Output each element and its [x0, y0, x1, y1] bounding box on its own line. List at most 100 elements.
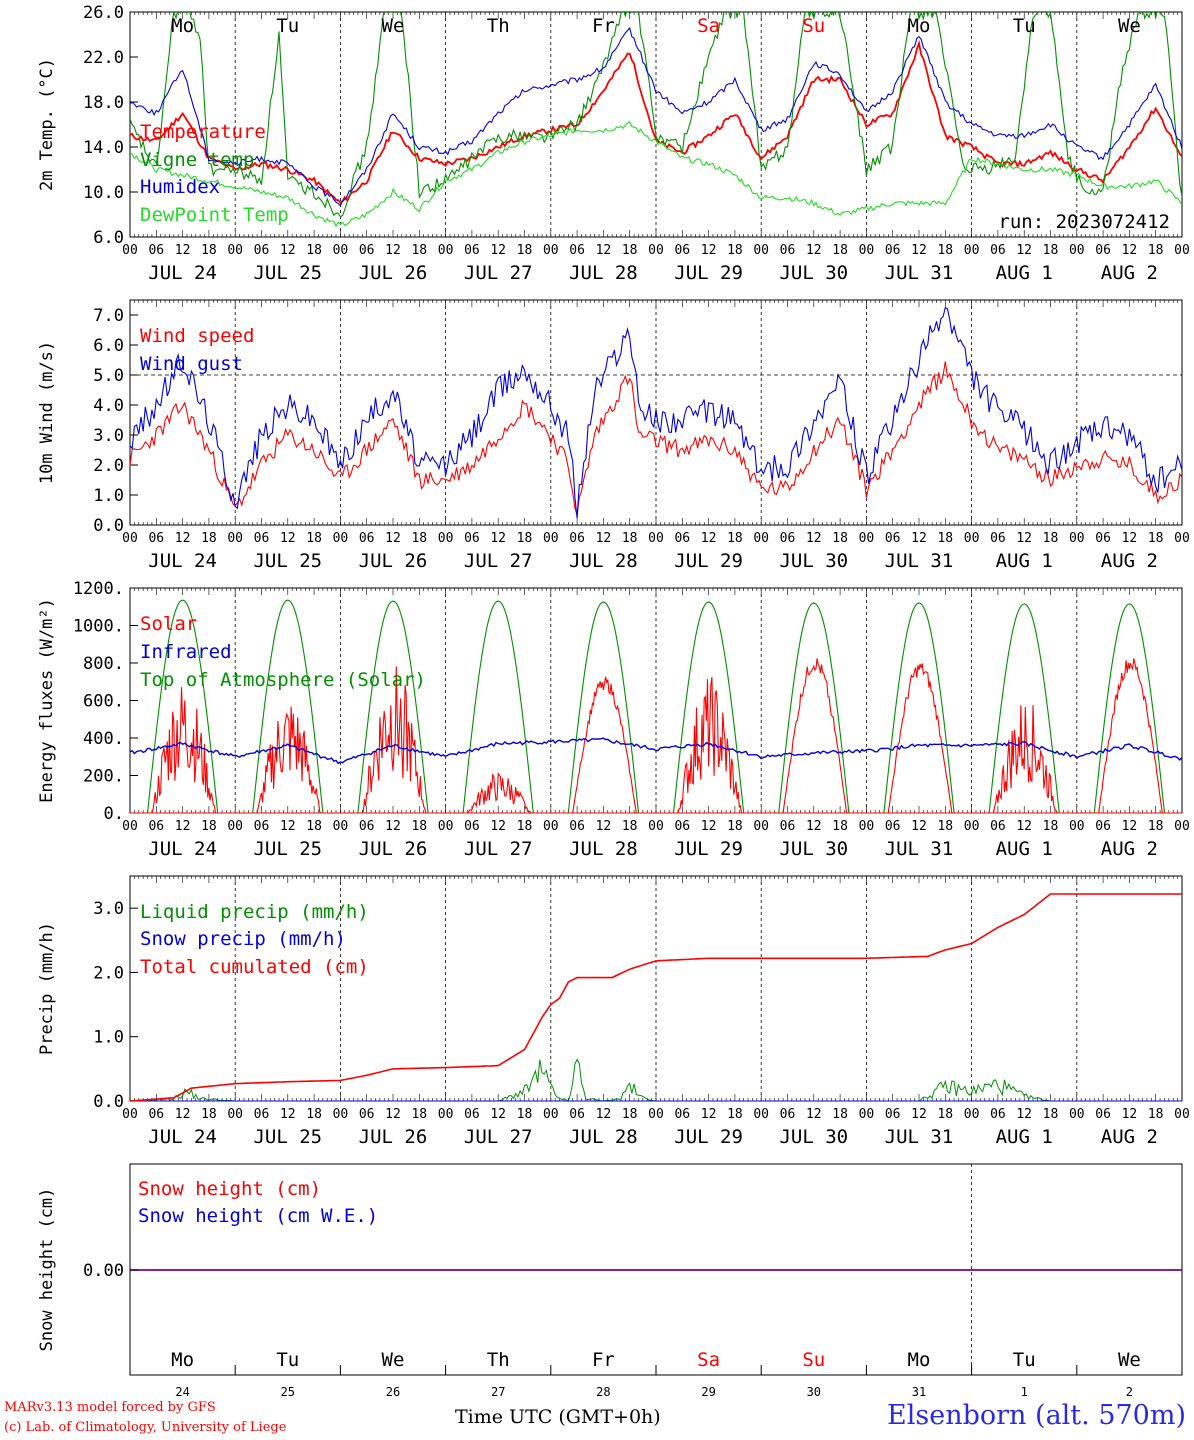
toa-solar-day	[252, 599, 324, 814]
hour-label: 12	[806, 819, 822, 834]
hour-label: 06	[780, 819, 796, 834]
y-axis-label: Energy fluxes (W/m²)	[37, 598, 57, 803]
legend-infrared: Infrared	[140, 641, 232, 663]
hour-label: 12	[1122, 1107, 1138, 1122]
y-tick-label: 18.0	[83, 93, 124, 113]
hour-label: 12	[701, 1107, 717, 1122]
hour-label: 18	[517, 243, 533, 258]
hour-label: 00	[122, 819, 138, 834]
hour-label: 06	[1095, 1107, 1111, 1122]
weekday-label: Mo	[908, 1349, 931, 1371]
hour-label: 12	[911, 1107, 927, 1122]
date-label: JUL 30	[779, 262, 848, 284]
date-label: AUG 1	[996, 262, 1053, 284]
hour-label: 00	[122, 1107, 138, 1122]
hour-label: 00	[648, 819, 664, 834]
solar-day	[778, 658, 849, 814]
hour-label: 06	[359, 531, 375, 546]
toa-solar-day	[778, 602, 850, 814]
hour-label: 12	[490, 243, 506, 258]
hour-label: 12	[596, 243, 612, 258]
hour-label: 06	[569, 819, 585, 834]
hour-label: 18	[201, 243, 217, 258]
y-axis-label: Snow height (cm)	[37, 1188, 57, 1352]
hour-label: 12	[911, 531, 927, 546]
hour-label: 18	[411, 819, 427, 834]
weekday-label: We	[382, 15, 405, 37]
hour-label: 00	[859, 819, 875, 834]
hour-label: 06	[569, 1107, 585, 1122]
solar-day	[568, 676, 639, 814]
day-number-label: 28	[596, 1385, 610, 1399]
hour-label: 06	[569, 243, 585, 258]
y-tick-label: 1200.	[73, 579, 124, 599]
day-number-label: 30	[807, 1385, 821, 1399]
y-tick-label: 400.	[83, 729, 124, 749]
hour-label: 12	[911, 243, 927, 258]
hour-label: 00	[438, 243, 454, 258]
hour-label: 18	[832, 531, 848, 546]
time-axis-label: Time UTC (GMT+0h)	[455, 1406, 661, 1428]
hour-label: 00	[648, 1107, 664, 1122]
y-tick-label: 1000.	[73, 617, 124, 637]
weekday-label: Sa	[697, 1349, 720, 1371]
hour-label: 12	[701, 243, 717, 258]
date-label: AUG 2	[1101, 262, 1158, 284]
hour-label: 12	[280, 819, 296, 834]
hour-label: 00	[333, 1107, 349, 1122]
day-number-label: 1	[1021, 1385, 1028, 1399]
hour-label: 18	[937, 819, 953, 834]
series-infrared	[129, 737, 1183, 765]
hour-label: 06	[359, 819, 375, 834]
hour-label: 18	[411, 531, 427, 546]
legend-snow-height-cm-w-e-: Snow height (cm W.E.)	[138, 1205, 378, 1227]
weekday-label: Th	[487, 1349, 510, 1371]
date-label: JUL 24	[148, 838, 217, 860]
hour-label: 18	[306, 531, 322, 546]
date-label: JUL 30	[779, 838, 848, 860]
hour-label: 12	[701, 531, 717, 546]
hour-label: 18	[1043, 819, 1059, 834]
solar-day	[883, 663, 955, 814]
hour-label: 00	[227, 819, 243, 834]
y-tick-label: 10.0	[83, 183, 124, 203]
date-label: JUL 28	[569, 262, 638, 284]
hour-label: 18	[937, 1107, 953, 1122]
y-tick-label: 0.00	[83, 1261, 124, 1281]
hour-label: 12	[806, 243, 822, 258]
legend-humidex: Humidex	[140, 176, 220, 198]
legend-dewpoint-temp: DewPoint Temp	[140, 204, 289, 226]
hour-label: 12	[1016, 243, 1032, 258]
weekday-label: Su	[802, 15, 825, 37]
hour-label: 12	[1016, 819, 1032, 834]
weekday-label: We	[382, 1349, 405, 1371]
hour-label: 06	[254, 1107, 270, 1122]
hour-label: 12	[806, 531, 822, 546]
y-tick-label: 1.0	[93, 486, 124, 506]
hour-label: 00	[859, 1107, 875, 1122]
hour-label: 06	[780, 531, 796, 546]
series-vigne-temp	[130, 12, 1182, 218]
day-number-label: 29	[701, 1385, 715, 1399]
hour-label: 12	[806, 1107, 822, 1122]
hour-label: 06	[780, 243, 796, 258]
hour-label: 00	[753, 531, 769, 546]
hour-label: 00	[964, 243, 980, 258]
hour-label: 18	[517, 1107, 533, 1122]
hour-label: 18	[201, 1107, 217, 1122]
hour-label: 00	[964, 531, 980, 546]
y-tick-label: 7.0	[93, 306, 124, 326]
y-tick-label: 4.0	[93, 396, 124, 416]
date-label: JUL 26	[359, 838, 428, 860]
hour-label: 18	[727, 1107, 743, 1122]
y-tick-label: 600.	[83, 692, 124, 712]
hour-label: 00	[227, 531, 243, 546]
weekday-label: Fr	[592, 15, 615, 37]
toa-solar-day	[567, 601, 640, 814]
hour-label: 18	[937, 531, 953, 546]
hour-label: 00	[1069, 243, 1085, 258]
weekday-label: Tu	[276, 1349, 299, 1371]
hour-label: 00	[1069, 819, 1085, 834]
hour-label: 06	[464, 1107, 480, 1122]
weekday-label: We	[1118, 15, 1141, 37]
